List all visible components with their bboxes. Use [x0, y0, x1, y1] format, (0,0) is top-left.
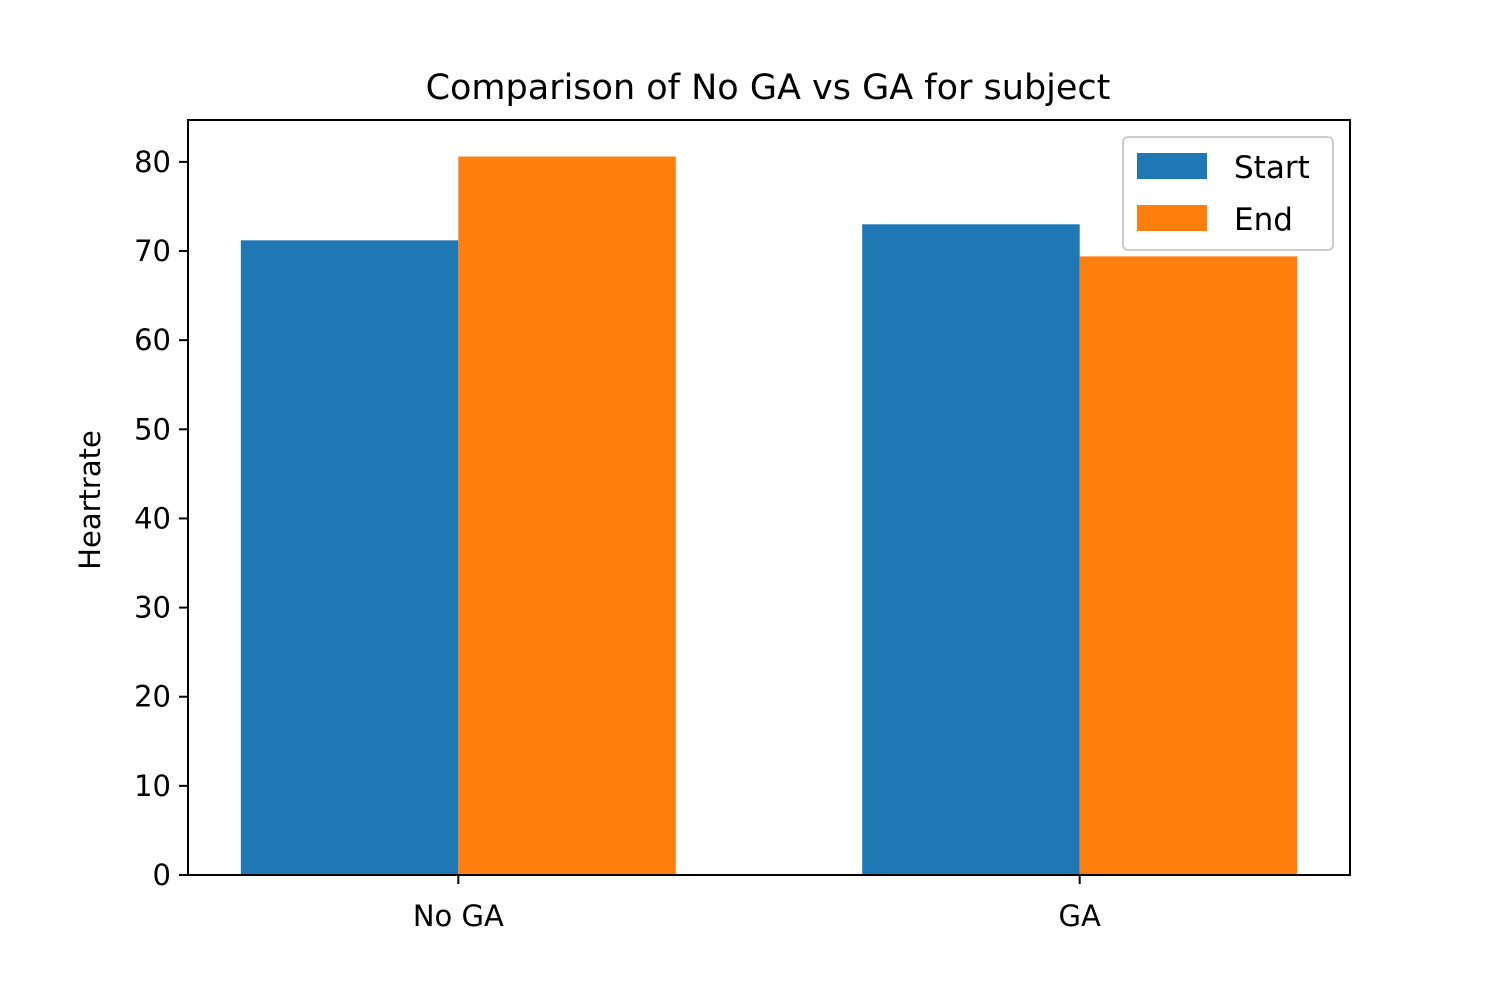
y-tick-label: 70: [134, 234, 171, 268]
y-tick-label: 80: [134, 145, 171, 179]
legend-swatch-start: [1137, 153, 1207, 179]
y-axis-label: Heartrate: [73, 430, 107, 570]
y-tick-label: 0: [153, 858, 171, 892]
y-tick-label: 60: [134, 323, 171, 357]
chart-title: Comparison of No GA vs GA for subject: [426, 68, 1111, 108]
bar-end-no-ga: [458, 156, 676, 875]
y-axis: 0 10 20 30 40 50 60 70 80: [134, 145, 188, 892]
legend-swatch-end: [1137, 205, 1207, 231]
legend-label-end: End: [1234, 202, 1293, 238]
y-tick-label: 30: [134, 591, 171, 625]
bar-start-ga: [862, 224, 1080, 875]
bars-group: [240, 156, 1298, 875]
y-tick-label: 40: [134, 501, 171, 535]
legend: Start End: [1122, 136, 1334, 251]
bar-start-no-ga: [240, 240, 459, 875]
plot-frame: [187, 119, 1351, 876]
legend-label-start: Start: [1234, 150, 1310, 186]
x-tick-label: No GA: [413, 899, 504, 933]
y-tick-label: 20: [134, 680, 171, 714]
bar-end-ga: [1079, 256, 1298, 875]
x-axis: No GA GA: [413, 875, 1101, 933]
x-tick-label: GA: [1059, 899, 1101, 933]
y-tick-label: 10: [134, 769, 171, 803]
y-tick-label: 50: [134, 412, 171, 446]
